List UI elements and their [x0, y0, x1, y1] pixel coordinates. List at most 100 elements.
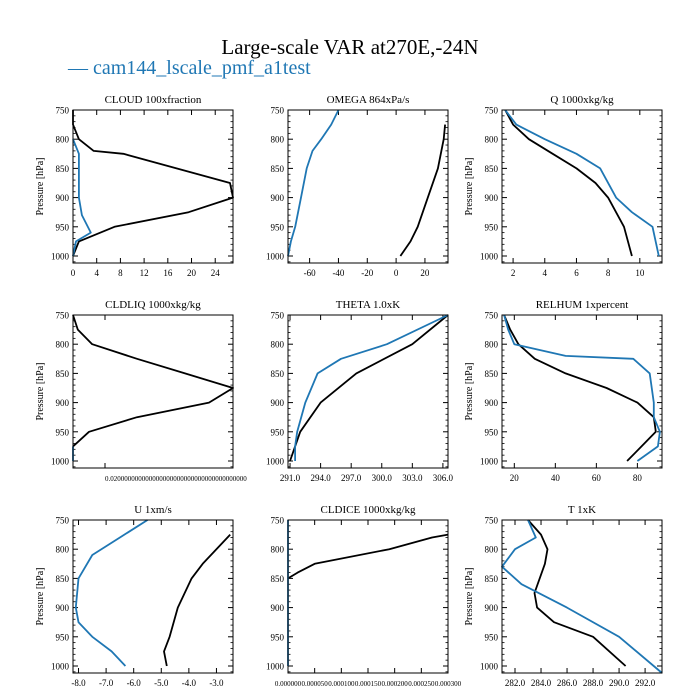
y-tick-label: 850 [485, 164, 499, 174]
y-tick-label: 850 [271, 574, 285, 584]
y-axis-label: Pressure [hPa] [464, 157, 475, 215]
obs-line [504, 109, 633, 257]
panel-title: T 1xK [568, 504, 596, 516]
panel-title: CLOUD 100xfraction [105, 94, 202, 106]
x-tick-label: 297.0 [341, 473, 362, 483]
x-tick-label: 291.0 [280, 473, 301, 483]
y-tick-label: 950 [56, 427, 70, 437]
y-tick-label: 800 [485, 545, 499, 555]
y-tick-label: 750 [271, 516, 285, 526]
y-tick-label: 900 [485, 193, 499, 203]
x-tick-label: 20 [510, 473, 520, 483]
y-tick-label: 800 [485, 135, 499, 145]
x-tick-label: 0.000200 [382, 680, 409, 688]
x-tick-label: 16 [163, 268, 173, 278]
x-tick-label: 12 [140, 268, 149, 278]
x-tick-label: 6 [574, 268, 579, 278]
x-tick-label: 292.0 [635, 678, 656, 688]
y-tick-label: 950 [485, 427, 499, 437]
legend-entry: — cam144_lscale_pmf_a1test [68, 57, 311, 79]
y-tick-label: 1000 [266, 456, 285, 466]
model-line [501, 519, 663, 674]
x-tick-label: -6.0 [127, 678, 142, 688]
panel-title: CLDICE 1000xkg/kg [320, 504, 416, 516]
y-tick-label: 950 [271, 427, 285, 437]
plot-frame [501, 519, 663, 674]
x-tick-label: 0.000250 [408, 680, 435, 688]
x-tick-label: -5.0 [154, 678, 169, 688]
y-tick-label: 750 [271, 311, 285, 321]
plot-frame [287, 314, 449, 469]
plot-frame [501, 109, 663, 264]
panel-title: OMEGA 864xPa/s [327, 94, 410, 106]
obs-line [399, 124, 446, 257]
x-tick-label: 8 [118, 268, 123, 278]
y-tick-label: 750 [56, 516, 70, 526]
chart-panel: CLDICE 1000xkg/kg 750 800 850 900 950 1000 0.00… [266, 504, 462, 688]
y-tick-label: 900 [485, 398, 499, 408]
y-tick-label: 1000 [51, 456, 70, 466]
y-tick-label: 750 [485, 106, 499, 116]
model-line [72, 138, 92, 257]
y-tick-label: 1000 [480, 661, 499, 671]
y-tick-label: 800 [56, 135, 70, 145]
x-tick-label: 8 [606, 268, 611, 278]
y-tick-label: 800 [485, 340, 499, 350]
x-tick-label: -7.0 [99, 678, 114, 688]
panel-title: RELHUM 1xpercent [536, 299, 629, 311]
x-tick-label: 60 [592, 473, 602, 483]
x-tick-label: 80 [633, 473, 643, 483]
x-tick-label: 0.000000 [275, 680, 302, 688]
x-tick-label: 24 [211, 268, 221, 278]
x-tick-label: 284.0 [531, 678, 552, 688]
chart-panel: U 1xm/s 750 800 850 900 950 1000 Pressure [hPa]… [35, 504, 234, 688]
y-tick-label: 950 [271, 222, 285, 232]
y-tick-label: 750 [485, 311, 499, 321]
y-tick-label: 900 [271, 603, 285, 613]
y-tick-label: 1000 [266, 251, 285, 261]
y-axis-label: Pressure [hPa] [35, 362, 46, 420]
y-tick-label: 950 [485, 222, 499, 232]
x-tick-label: 10 [635, 268, 645, 278]
x-tick-label: 306.0 [433, 473, 454, 483]
y-tick-label: 850 [56, 574, 70, 584]
chart-panel: T 1xK 750 800 850 900 950 1000 Pressure [hPa] 28… [464, 504, 663, 688]
x-tick-label: 0.000050 [302, 680, 329, 688]
x-tick-label: 303.0 [402, 473, 423, 483]
y-tick-label: 800 [271, 340, 285, 350]
chart-panel: Q 1000xkg/kg 750 800 850 900 950 1000 Pressure … [464, 94, 663, 278]
chart-panel: CLOUD 100xfraction 750 800 850 900 950 1000 Pre… [35, 94, 234, 278]
model-line [287, 109, 340, 257]
y-tick-label: 850 [485, 574, 499, 584]
x-tick-label: 294.0 [310, 473, 331, 483]
chart-panel: CLDLIQ 1000xkg/kg 750 800 850 900 950 1000 Pres… [35, 299, 247, 483]
x-tick-label: 288.0 [583, 678, 604, 688]
x-tick-label: -20 [361, 268, 373, 278]
panel-title: THETA 1.0xK [336, 299, 401, 311]
plot-frame [501, 314, 663, 469]
y-tick-label: 900 [56, 603, 70, 613]
y-tick-label: 850 [271, 164, 285, 174]
chart-panel: RELHUM 1xpercent 750 800 850 900 950 1000 Press… [464, 299, 663, 483]
x-tick-label: 0.000300 [435, 680, 462, 688]
y-tick-label: 950 [56, 632, 70, 642]
plot-frame [72, 109, 234, 264]
y-axis-label: Pressure [hPa] [35, 157, 46, 215]
x-tick-label: 290.0 [609, 678, 630, 688]
y-tick-label: 750 [56, 311, 70, 321]
obs-line [287, 533, 449, 580]
x-tick-label: 0.000150 [355, 680, 382, 688]
x-tick-label: 4 [543, 268, 548, 278]
x-tick-label: 40 [551, 473, 561, 483]
x-tick-label: -8.0 [71, 678, 86, 688]
y-tick-label: 1000 [51, 251, 70, 261]
x-tick-label: 286.0 [557, 678, 578, 688]
y-tick-label: 750 [485, 516, 499, 526]
obs-line [289, 314, 449, 462]
y-tick-label: 950 [271, 632, 285, 642]
plot-frame [287, 109, 449, 264]
page-title: Large-scale VAR at270E,-24N [221, 35, 479, 59]
x-tick-label: -4.0 [182, 678, 197, 688]
x-tick-label: 4 [94, 268, 99, 278]
y-axis-label: Pressure [hPa] [464, 362, 475, 420]
